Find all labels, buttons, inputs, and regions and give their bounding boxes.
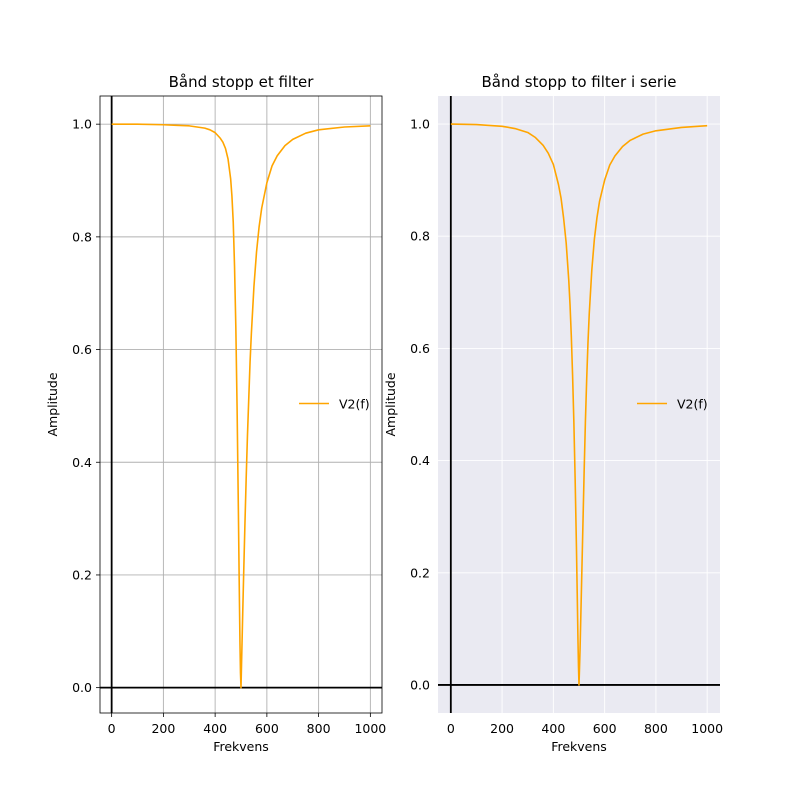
right-ytick-label-4: 0.8: [410, 229, 430, 244]
right-ytick-label-0: 0.0: [410, 677, 430, 692]
right-x-axis-label: Frekvens: [551, 739, 607, 754]
right-legend-label: V2(f): [677, 397, 708, 412]
right-xtick-label-600: 600: [593, 721, 617, 736]
right-y-axis-label: Amplitude: [383, 372, 398, 436]
left-xtick-label-1000: 1000: [354, 721, 386, 736]
right-ytick-label-1: 0.2: [410, 565, 430, 580]
left-x-axis-label: Frekvens: [213, 739, 269, 754]
left-y-axis-label: Amplitude: [45, 372, 60, 436]
left-xtick-label-0: 0: [108, 721, 116, 736]
right-ytick-label-3: 0.6: [410, 341, 430, 356]
left-subplot: 0 200 400 600 800 1000 0.0 0.2 0.4 0.6 0.8 1.0 Bånd…: [45, 73, 386, 754]
left-ytick-label-1: 0.2: [72, 567, 92, 582]
left-legend-label: V2(f): [339, 397, 370, 412]
right-xtick-label-400: 400: [541, 721, 565, 736]
left-ytick-label-3: 0.6: [72, 342, 92, 357]
right-ytick-label-2: 0.4: [410, 453, 430, 468]
right-subplot: 0 200 400 600 800 1000 0.0 0.2 0.4 0.6 0.8 1.0 Bånd…: [383, 73, 723, 754]
left-ytick-label-4: 0.8: [72, 229, 92, 244]
right-xtick-label-1000: 1000: [691, 721, 723, 736]
left-xtick-label-800: 800: [307, 721, 331, 736]
left-chart-title: Bånd stopp et filter: [169, 73, 315, 91]
left-ytick-label-0: 0.0: [72, 680, 92, 695]
left-ytick-label-2: 0.4: [72, 455, 92, 470]
left-xtick-label-200: 200: [151, 721, 175, 736]
left-xtick-label-600: 600: [255, 721, 279, 736]
right-chart-title: Bånd stopp to filter i serie: [482, 73, 677, 91]
right-xtick-label-200: 200: [490, 721, 514, 736]
left-xtick-label-400: 400: [203, 721, 227, 736]
right-xtick-label-800: 800: [644, 721, 668, 736]
left-ytick-label-5: 1.0: [72, 117, 92, 132]
right-ytick-label-5: 1.0: [410, 117, 430, 132]
right-xtick-label-0: 0: [447, 721, 455, 736]
